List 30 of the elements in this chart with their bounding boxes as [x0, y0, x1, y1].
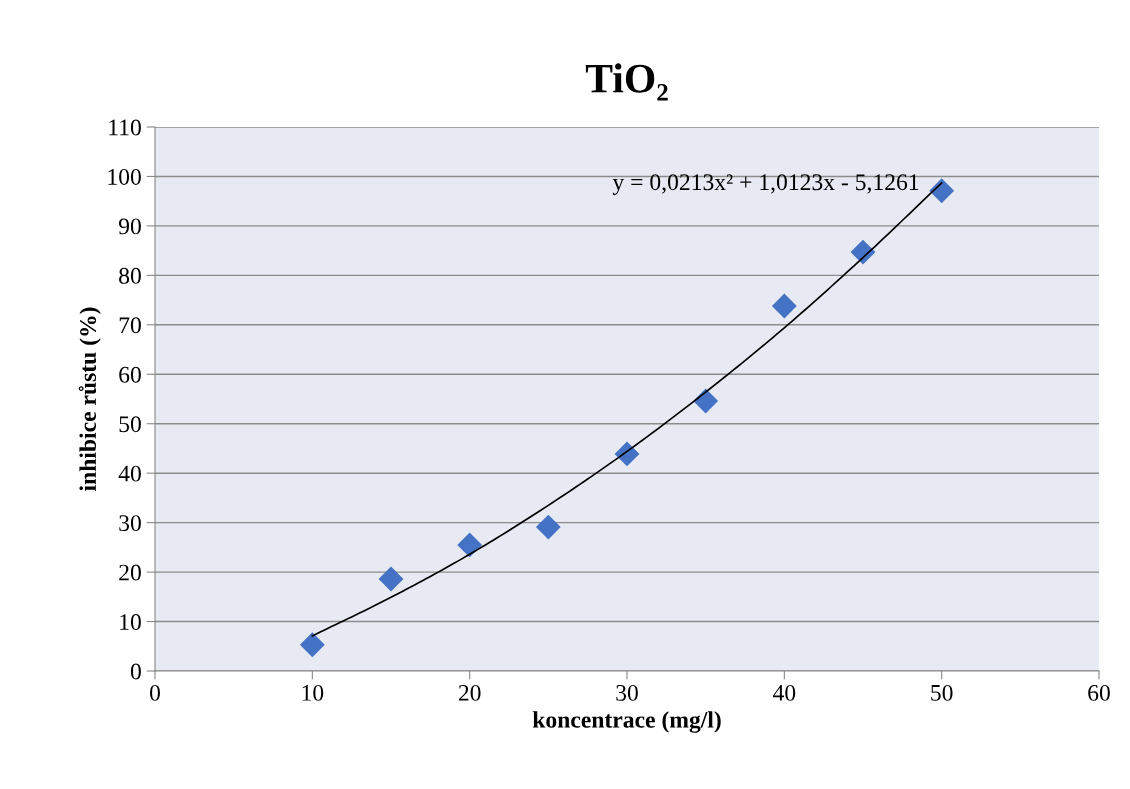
chart-title: TiO₂ [585, 63, 668, 101]
y-tick-label: 90 [118, 218, 141, 235]
point [457, 532, 483, 558]
y-tick-label: 40 [118, 465, 141, 482]
x-tick-label: 40 [772, 684, 796, 701]
x-tick-label: 10 [302, 684, 324, 701]
y-tick-label: 70 [119, 317, 141, 334]
x-tick-label: 50 [931, 684, 953, 701]
point [535, 514, 561, 540]
x-tick-label: 60 [1088, 684, 1110, 701]
point [614, 441, 640, 467]
y-tick-label: 50 [119, 416, 141, 433]
x-tick-label: 0 [150, 684, 160, 701]
point [850, 239, 876, 265]
y-tick-label: 20 [119, 564, 141, 581]
point [771, 293, 797, 319]
y-tick-label: 110 [109, 119, 141, 136]
y-tick-label: 30 [119, 515, 141, 532]
y-tick-label: 100 [108, 168, 141, 185]
y-tick-label: 10 [120, 614, 141, 630]
annotation: y = 0,0213x² + 1,0123x - 5,1261 [612, 174, 919, 195]
x-axis-title: koncentrace (mg/l) [532, 711, 721, 733]
point [299, 632, 325, 658]
x-tick-label: 30 [616, 684, 638, 701]
x-tick-label: 20 [458, 684, 481, 701]
y-axis-title: inhibice růstu (%) [78, 307, 101, 491]
y-tick-label: 80 [119, 267, 141, 284]
y-tick-label: 0 [130, 663, 141, 680]
point [378, 566, 404, 592]
y-tick-label: 60 [119, 366, 141, 383]
